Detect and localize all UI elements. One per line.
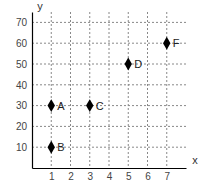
points: [48, 37, 171, 154]
tick-label: 6: [145, 171, 151, 182]
axis-line: [33, 168, 187, 169]
tick-label: 60: [16, 38, 28, 49]
tick: 50: [16, 59, 32, 70]
grid-line: [32, 147, 186, 148]
point-label: F: [173, 37, 180, 49]
x-axis-label: x: [192, 154, 198, 166]
grid-line: [32, 84, 186, 85]
tick-label: 50: [16, 59, 28, 70]
y-axis: 10 20 30 40 50 60 70: [16, 13, 33, 169]
grid-line: [32, 43, 186, 44]
point-label: A: [57, 100, 65, 112]
grid-line: [166, 12, 167, 168]
axis-line: [32, 13, 33, 169]
tick: 4: [107, 168, 113, 182]
point: [48, 99, 55, 112]
point: [163, 37, 170, 50]
grid-line: [147, 12, 148, 168]
grid-line: [32, 105, 186, 106]
point: [125, 58, 132, 71]
point: [86, 99, 93, 112]
grid: [32, 12, 186, 168]
annotations: A B C D F: [57, 37, 180, 153]
tick: 3: [87, 168, 93, 182]
tick: 6: [145, 168, 151, 182]
tick: 40: [16, 80, 32, 91]
tick-label: 2: [68, 171, 74, 182]
grid-line: [89, 12, 90, 168]
tick: 1: [49, 168, 55, 182]
tick-label: 40: [16, 80, 28, 91]
tick-label: 1: [49, 171, 55, 182]
tick-label: 70: [16, 17, 28, 28]
plot: 1 2 3 4 5 6 7 10 20 30 40 50 60 70 x y A B C D F: [16, 0, 198, 182]
point-label: B: [57, 141, 64, 153]
tick-label: 3: [87, 171, 93, 182]
point: [48, 141, 55, 154]
tick: 70: [16, 17, 32, 28]
y-axis-label: y: [37, 0, 43, 12]
grid-line: [70, 12, 71, 168]
tick-label: 30: [16, 100, 28, 111]
tick-label: 7: [164, 171, 170, 182]
tick-label: 5: [126, 171, 132, 182]
tick: 2: [68, 168, 74, 182]
x-axis: 1 2 3 4 5 6 7: [33, 168, 187, 182]
grid-line: [32, 22, 186, 23]
grid-line: [128, 12, 129, 168]
grid-line: [109, 12, 110, 168]
point-label: C: [96, 100, 104, 112]
tick-label: 10: [16, 142, 28, 153]
chart: 1 2 3 4 5 6 7 10 20 30 40 50 60 70 x y A B C D F: [0, 0, 202, 192]
tick: 30: [16, 100, 32, 111]
tick: 5: [126, 168, 132, 182]
tick: 10: [16, 142, 32, 153]
tick: 7: [164, 168, 170, 182]
tick-label: 20: [16, 121, 28, 132]
grid-line: [32, 64, 186, 65]
tick: 20: [16, 121, 32, 132]
tick-label: 4: [107, 171, 113, 182]
grid-line: [32, 126, 186, 127]
point-label: D: [134, 58, 142, 70]
tick: 60: [16, 38, 32, 49]
